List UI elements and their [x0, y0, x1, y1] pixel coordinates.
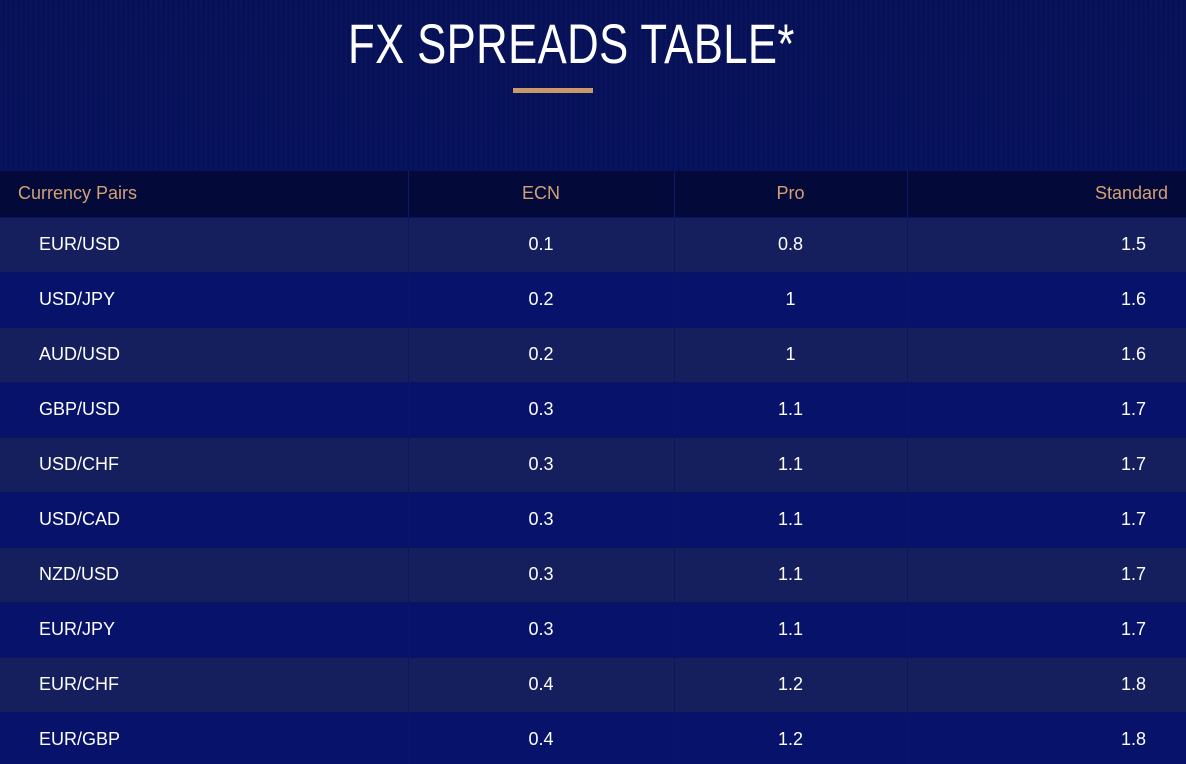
cell-currency-pair: AUD/USD [0, 326, 409, 382]
page-title: FX SPREADS TABLE* [348, 12, 795, 75]
cell-pro-spread: 0.8 [674, 216, 908, 272]
table-row: AUD/USD 0.2 1 1.6 [0, 326, 1186, 382]
table-row: EUR/USD 0.1 0.8 1.5 [0, 216, 1186, 272]
table-row: EUR/JPY 0.3 1.1 1.7 [0, 601, 1186, 657]
cell-pro-spread: 1.1 [674, 436, 908, 492]
cell-standard-spread: 1.7 [907, 491, 1186, 547]
table-row: EUR/CHF 0.4 1.2 1.8 [0, 656, 1186, 712]
table-row: EUR/GBP 0.4 1.2 1.8 [0, 711, 1186, 764]
cell-currency-pair: GBP/USD [0, 381, 409, 437]
cell-ecn-spread: 0.4 [408, 711, 675, 764]
cell-currency-pair: EUR/GBP [0, 711, 409, 764]
cell-pro-spread: 1.1 [674, 381, 908, 437]
cell-standard-spread: 1.7 [907, 546, 1186, 602]
cell-standard-spread: 1.8 [907, 711, 1186, 764]
cell-standard-spread: 1.5 [907, 216, 1186, 272]
cell-pro-spread: 1.2 [674, 711, 908, 764]
table-row: NZD/USD 0.3 1.1 1.7 [0, 546, 1186, 602]
table-body: EUR/USD 0.1 0.8 1.5 USD/JPY 0.2 1 1.6 AUD/USD 0.2… [0, 216, 1186, 764]
table-row: USD/CAD 0.3 1.1 1.7 [0, 491, 1186, 547]
spreads-table: Currency Pairs ECN Pro Standard EUR/USD 0… [0, 171, 1186, 764]
column-header-pro: Pro [674, 171, 908, 217]
cell-standard-spread: 1.7 [907, 436, 1186, 492]
cell-pro-spread: 1 [674, 326, 908, 382]
cell-standard-spread: 1.7 [907, 381, 1186, 437]
column-header-standard: Standard [907, 171, 1186, 217]
cell-pro-spread: 1.1 [674, 546, 908, 602]
cell-currency-pair: USD/CAD [0, 491, 409, 547]
cell-ecn-spread: 0.3 [408, 546, 675, 602]
cell-currency-pair: EUR/USD [0, 216, 409, 272]
cell-ecn-spread: 0.3 [408, 601, 675, 657]
cell-ecn-spread: 0.2 [408, 271, 675, 327]
cell-currency-pair: EUR/CHF [0, 656, 409, 712]
cell-pro-spread: 1.1 [674, 491, 908, 547]
cell-currency-pair: USD/JPY [0, 271, 409, 327]
cell-standard-spread: 1.6 [907, 271, 1186, 327]
table-row: GBP/USD 0.3 1.1 1.7 [0, 381, 1186, 437]
cell-ecn-spread: 0.3 [408, 381, 675, 437]
table-row: USD/CHF 0.3 1.1 1.7 [0, 436, 1186, 492]
title-underline [513, 88, 593, 93]
cell-currency-pair: EUR/JPY [0, 601, 409, 657]
column-header-ecn: ECN [408, 171, 675, 217]
cell-ecn-spread: 0.3 [408, 436, 675, 492]
column-header-currency-pairs: Currency Pairs [0, 171, 409, 217]
cell-ecn-spread: 0.4 [408, 656, 675, 712]
cell-currency-pair: NZD/USD [0, 546, 409, 602]
cell-pro-spread: 1 [674, 271, 908, 327]
cell-standard-spread: 1.7 [907, 601, 1186, 657]
cell-ecn-spread: 0.2 [408, 326, 675, 382]
cell-ecn-spread: 0.1 [408, 216, 675, 272]
table-header: Currency Pairs ECN Pro Standard [0, 171, 1186, 217]
cell-ecn-spread: 0.3 [408, 491, 675, 547]
cell-pro-spread: 1.2 [674, 656, 908, 712]
cell-standard-spread: 1.6 [907, 326, 1186, 382]
cell-pro-spread: 1.1 [674, 601, 908, 657]
cell-standard-spread: 1.8 [907, 656, 1186, 712]
table-row: USD/JPY 0.2 1 1.6 [0, 271, 1186, 327]
table-header-row: Currency Pairs ECN Pro Standard [0, 171, 1186, 217]
cell-currency-pair: USD/CHF [0, 436, 409, 492]
